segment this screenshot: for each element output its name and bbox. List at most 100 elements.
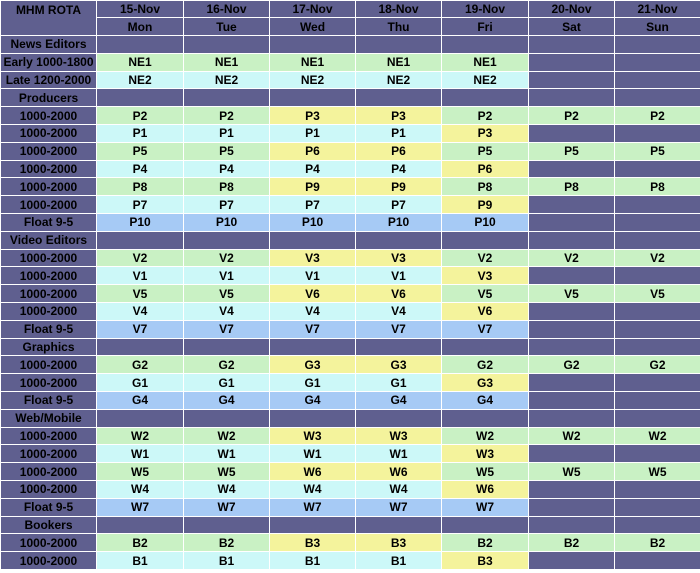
shift-row: 1000-2000 P8 P8 P9 P9 P8 P8 P8 <box>0 177 700 197</box>
section-row: Producers <box>0 88 700 108</box>
staff-cell: V5 <box>614 284 700 303</box>
staff-cell: P6 <box>355 141 442 161</box>
section-filler-cell <box>528 337 615 357</box>
staff-cell: P4 <box>355 159 442 179</box>
empty-cell <box>614 373 700 392</box>
empty-cell <box>614 52 700 72</box>
staff-cell: W7 <box>355 497 442 517</box>
staff-cell: W7 <box>96 497 184 517</box>
shift-label: Float 9-5 <box>0 390 97 410</box>
empty-cell <box>528 373 615 392</box>
staff-cell: V3 <box>269 248 356 268</box>
staff-cell: P10 <box>96 212 184 232</box>
staff-cell: V4 <box>355 301 442 321</box>
staff-cell: G3 <box>355 355 442 375</box>
section-filler-cell <box>441 337 529 357</box>
shift-label: 1000-2000 <box>0 141 97 161</box>
staff-cell: B3 <box>269 533 356 553</box>
empty-cell <box>614 159 700 179</box>
staff-cell: P8 <box>528 177 615 197</box>
staff-cell: W1 <box>269 444 356 464</box>
section-row: News Editors <box>0 35 700 54</box>
section-label: News Editors <box>0 35 97 54</box>
section-filler-cell <box>355 515 442 535</box>
shift-label: 1000-2000 <box>0 426 97 446</box>
section-label: Video Editors <box>0 230 97 250</box>
staff-cell: B3 <box>441 551 529 570</box>
staff-cell: P4 <box>96 159 184 179</box>
section-filler-cell <box>355 35 442 54</box>
section-filler-cell <box>355 408 442 428</box>
staff-cell: P10 <box>441 212 529 232</box>
staff-cell: NE2 <box>269 70 356 90</box>
empty-cell <box>614 390 700 410</box>
staff-cell: G3 <box>441 373 529 392</box>
section-filler-cell <box>269 337 356 357</box>
section-filler-cell <box>614 515 700 535</box>
staff-cell: G4 <box>355 390 442 410</box>
staff-cell: B2 <box>528 533 615 553</box>
shift-row: 1000-2000 W5 W5 W6 W6 W5 W5 W5 <box>0 462 700 481</box>
shift-label: 1000-2000 <box>0 373 97 392</box>
staff-cell: P1 <box>96 123 184 143</box>
empty-cell <box>528 195 615 214</box>
shift-row: Float 9-5 V7 V7 V7 V7 V7 <box>0 319 700 339</box>
section-filler-cell <box>269 408 356 428</box>
staff-cell: W6 <box>269 462 356 481</box>
shift-row: Float 9-5 G4 G4 G4 G4 G4 <box>0 390 700 410</box>
staff-cell: W5 <box>183 462 270 481</box>
empty-cell <box>528 266 615 286</box>
staff-cell: P5 <box>441 141 529 161</box>
staff-cell: V6 <box>355 284 442 303</box>
staff-cell: NE1 <box>183 52 270 72</box>
staff-cell: P8 <box>614 177 700 197</box>
shift-row: Float 9-5 W7 W7 W7 W7 W7 <box>0 497 700 517</box>
staff-cell: W7 <box>183 497 270 517</box>
empty-cell <box>614 212 700 232</box>
staff-cell: P10 <box>269 212 356 232</box>
date-header-sat: 20-Nov <box>528 0 615 18</box>
day-header-thu: Thu <box>355 17 442 36</box>
staff-cell: V5 <box>441 284 529 303</box>
section-filler-cell <box>614 408 700 428</box>
date-header-row: MHM ROTA 15-Nov 16-Nov 17-Nov 18-Nov 19-… <box>0 0 700 36</box>
staff-cell: P7 <box>269 195 356 214</box>
shift-row: 1000-2000 W1 W1 W1 W1 W3 <box>0 444 700 464</box>
section-filler-cell <box>355 230 442 250</box>
section-filler-cell <box>183 515 270 535</box>
staff-cell: G4 <box>96 390 184 410</box>
staff-cell: P4 <box>183 159 270 179</box>
shift-label: 1000-2000 <box>0 284 97 303</box>
staff-cell: P3 <box>355 106 442 125</box>
section-row: Bookers <box>0 515 700 535</box>
staff-cell: W2 <box>96 426 184 446</box>
staff-cell: V2 <box>614 248 700 268</box>
section-filler-cell <box>441 230 529 250</box>
staff-cell: P1 <box>355 123 442 143</box>
staff-cell: W5 <box>441 462 529 481</box>
staff-cell: V4 <box>96 301 184 321</box>
section-filler-cell <box>96 408 184 428</box>
section-filler-cell <box>528 35 615 54</box>
staff-cell: W5 <box>528 462 615 481</box>
section-filler-cell <box>355 88 442 108</box>
shift-label: Early 1000-1800 <box>0 52 97 72</box>
shift-row: 1000-2000 P7 P7 P7 P7 P9 <box>0 195 700 214</box>
staff-cell: P10 <box>355 212 442 232</box>
staff-cell: B1 <box>355 551 442 570</box>
shift-row: 1000-2000 V5 V5 V6 V6 V5 V5 V5 <box>0 284 700 303</box>
day-header-wed: Wed <box>269 17 356 36</box>
shift-label: 1000-2000 <box>0 248 97 268</box>
staff-cell: G2 <box>96 355 184 375</box>
staff-cell: P5 <box>614 141 700 161</box>
staff-cell: V7 <box>355 319 442 339</box>
shift-row: 1000-2000 V2 V2 V3 V3 V2 V2 V2 <box>0 248 700 268</box>
staff-cell: P7 <box>355 195 442 214</box>
shift-row: 1000-2000 P2 P2 P3 P3 P2 P2 P2 <box>0 106 700 125</box>
empty-cell <box>614 195 700 214</box>
staff-cell: W6 <box>355 462 442 481</box>
empty-cell <box>528 52 615 72</box>
section-filler-cell <box>441 515 529 535</box>
staff-cell: W2 <box>441 426 529 446</box>
day-header-tue: Tue <box>183 17 270 36</box>
